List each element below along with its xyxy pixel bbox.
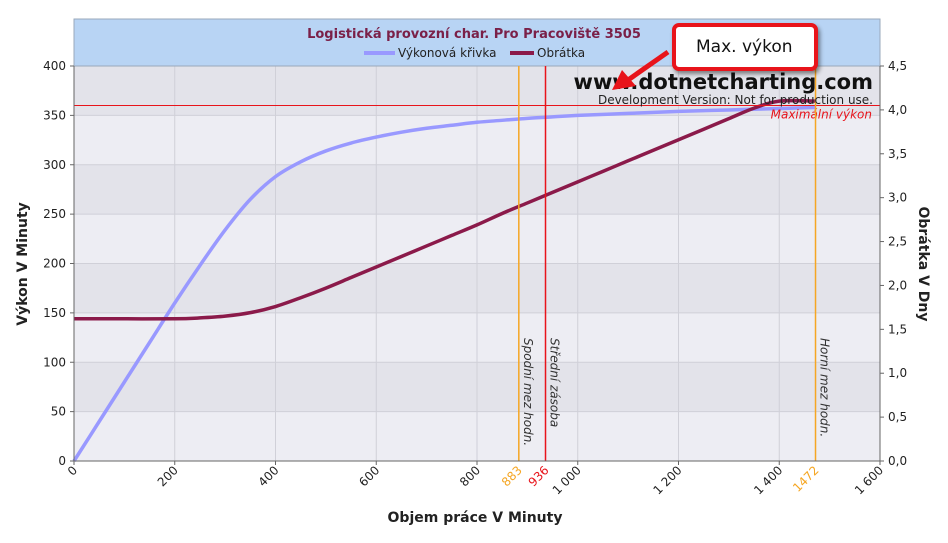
y2-tick-label: 2,5 [888,235,907,249]
y2-tick-label: 1,0 [888,366,907,380]
x-axis-title: Objem práce V Minuty [388,510,563,526]
y2-tick-label: 0,5 [888,410,907,424]
callout-text: Max. výkon [696,37,793,57]
x-tick-label: 200 [155,463,181,489]
legend-label-vykon: Výkonová křivka [398,46,496,60]
y-tick-label: 400 [43,59,66,73]
y2-tick-label: 4,0 [888,103,907,117]
y2-axis-title: Obrátka V Dny [915,206,931,321]
y2-tick-label: 1,5 [888,322,907,336]
y-tick-label: 300 [43,158,66,172]
y-tick-label: 200 [43,257,66,271]
vertical-ref-label: Spodní mez hodn. [521,338,535,446]
x-tick-label: 1 400 [751,463,785,497]
y2-tick-label: 3,0 [888,191,907,205]
x-tick-label: 800 [457,463,483,489]
y-tick-label: 0 [58,454,66,468]
series-layer [72,98,816,462]
vertical-ref-value: 936 [526,463,552,489]
dev-note: Development Version: Not for production … [598,93,873,107]
y-tick-label: 150 [43,306,66,320]
x-tick-label: 1 600 [852,463,886,497]
chart-title: Logistická provozní char. Pro Pracoviště… [307,27,641,42]
vertical-ref-label: Horní mez hodn. [818,338,832,437]
x-tick-label: 400 [256,463,282,489]
y-tick-label: 100 [43,355,66,369]
x-tick-label: 1 200 [650,463,684,497]
callout-max-vykon: Max. výkon [672,23,818,71]
y2-tick-label: 4,5 [888,59,907,73]
y2-tick-label: 0,0 [888,454,907,468]
y-tick-label: 250 [43,207,66,221]
legend-label-obratka: Obrátka [537,46,585,60]
y-axis-title: Výkon V Minuty [15,202,31,326]
x-tick-label: 1 000 [550,463,584,497]
legend: Výkonová křivka Obrátka [364,46,585,60]
y-tick-label: 350 [43,108,66,122]
series-line-1 [74,98,816,321]
y-tick-label: 50 [51,405,66,419]
reference-lines: Maximální výkon Spodní mez hodn. 883 Středn… [74,66,880,495]
vertical-ref-value: 883 [499,463,525,489]
callout-arrow [612,49,670,90]
y2-tick-label: 3,5 [888,147,907,161]
max-vykon-label: Maximální výkon [771,108,872,122]
x-tick-label: 0 [65,463,80,478]
x-tick-label: 600 [356,463,382,489]
y2-tick-label: 2,0 [888,278,907,292]
series-line-0 [72,105,816,462]
vertical-ref-label: Střední zásoba [548,338,562,427]
vertical-ref-value: 1472 [790,463,821,494]
